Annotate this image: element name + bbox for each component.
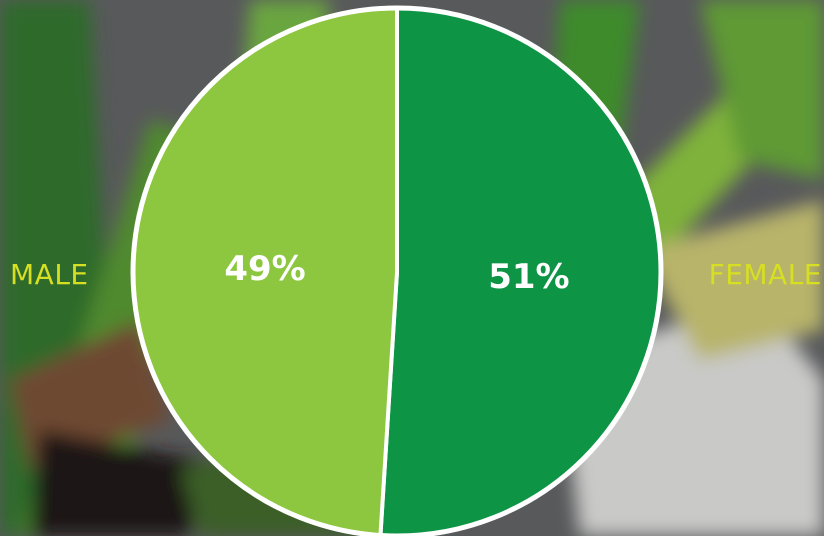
slice-value-label-male: 49% xyxy=(224,249,305,289)
pie-outline xyxy=(130,5,664,536)
slice-value-label-female: 51% xyxy=(488,257,569,297)
category-label-female: FEMALE xyxy=(708,258,822,291)
category-label-male: MALE xyxy=(10,258,89,291)
